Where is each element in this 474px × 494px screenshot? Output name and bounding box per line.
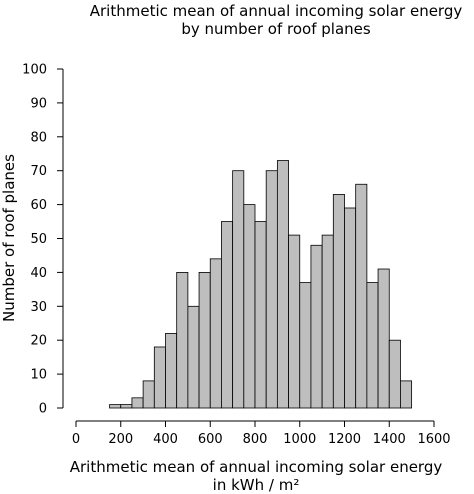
histogram-bar — [254, 221, 267, 409]
histogram-bar — [165, 333, 178, 409]
y-tick-label: 20 — [30, 334, 47, 349]
x-tick-label: 1400 — [373, 432, 406, 447]
x-tick-label: 400 — [153, 432, 178, 447]
histogram-bar — [276, 160, 289, 409]
histogram-bar — [344, 207, 357, 409]
x-tick-label: 200 — [108, 432, 133, 447]
y-tick-label: 100 — [22, 63, 47, 78]
histogram-bar — [232, 170, 245, 409]
y-tick-label: 10 — [30, 368, 47, 383]
x-tick-label: 1200 — [328, 432, 361, 447]
histogram-bar — [198, 271, 211, 409]
y-tick-label: 70 — [30, 164, 47, 179]
histogram-bar — [332, 194, 345, 409]
histogram-bar — [243, 204, 256, 409]
histogram-bar — [120, 404, 133, 409]
x-axis-label-line-2: in kWh / m² — [213, 476, 300, 494]
x-axis-label-line-1: Arithmetic mean of annual incoming solar… — [70, 458, 443, 476]
x-tick-label: 600 — [198, 432, 223, 447]
x-tick-label: 800 — [243, 432, 268, 447]
histogram-bar — [366, 282, 379, 409]
histogram-bar — [321, 234, 334, 409]
x-tick-label: 1600 — [417, 432, 450, 447]
histogram-bar — [400, 380, 413, 409]
x-tick-label: 1000 — [283, 432, 316, 447]
histogram-bar — [221, 221, 234, 409]
histogram-bar — [388, 339, 401, 409]
histogram-bar — [299, 282, 312, 409]
histogram-bar — [109, 404, 122, 409]
histogram-bar — [377, 268, 390, 409]
y-tick-label: 80 — [30, 130, 47, 145]
y-tick-label: 60 — [30, 198, 47, 213]
histogram-bar — [265, 170, 278, 409]
histogram-bar — [310, 244, 323, 409]
histogram-bar — [131, 397, 144, 409]
chart-title-line-1: Arithmetic mean of annual incoming solar… — [90, 2, 463, 20]
y-tick-label: 0 — [39, 402, 47, 417]
histogram-bar — [187, 305, 200, 409]
histogram-bar — [288, 234, 301, 409]
histogram-bar — [355, 183, 368, 409]
chart-title-line-2: by number of roof planes — [181, 20, 371, 38]
histogram-bar — [209, 258, 222, 409]
x-axis: 0 200 400 600 800 1000 1200 1400 1600 — [72, 420, 451, 447]
x-tick-label: 0 — [72, 432, 80, 447]
y-tick-label: 50 — [30, 232, 47, 247]
histogram-bar — [153, 346, 166, 409]
y-tick-label: 40 — [30, 266, 47, 281]
y-axis-label: Number of roof planes — [0, 154, 18, 322]
histogram-bars — [109, 160, 413, 409]
histogram-bar — [142, 380, 155, 409]
histogram-bar — [176, 271, 189, 409]
y-tick-label: 30 — [30, 300, 47, 315]
y-tick-label: 90 — [30, 96, 47, 111]
y-axis: 0 10 20 30 40 50 60 70 80 90 100 — [22, 63, 64, 417]
